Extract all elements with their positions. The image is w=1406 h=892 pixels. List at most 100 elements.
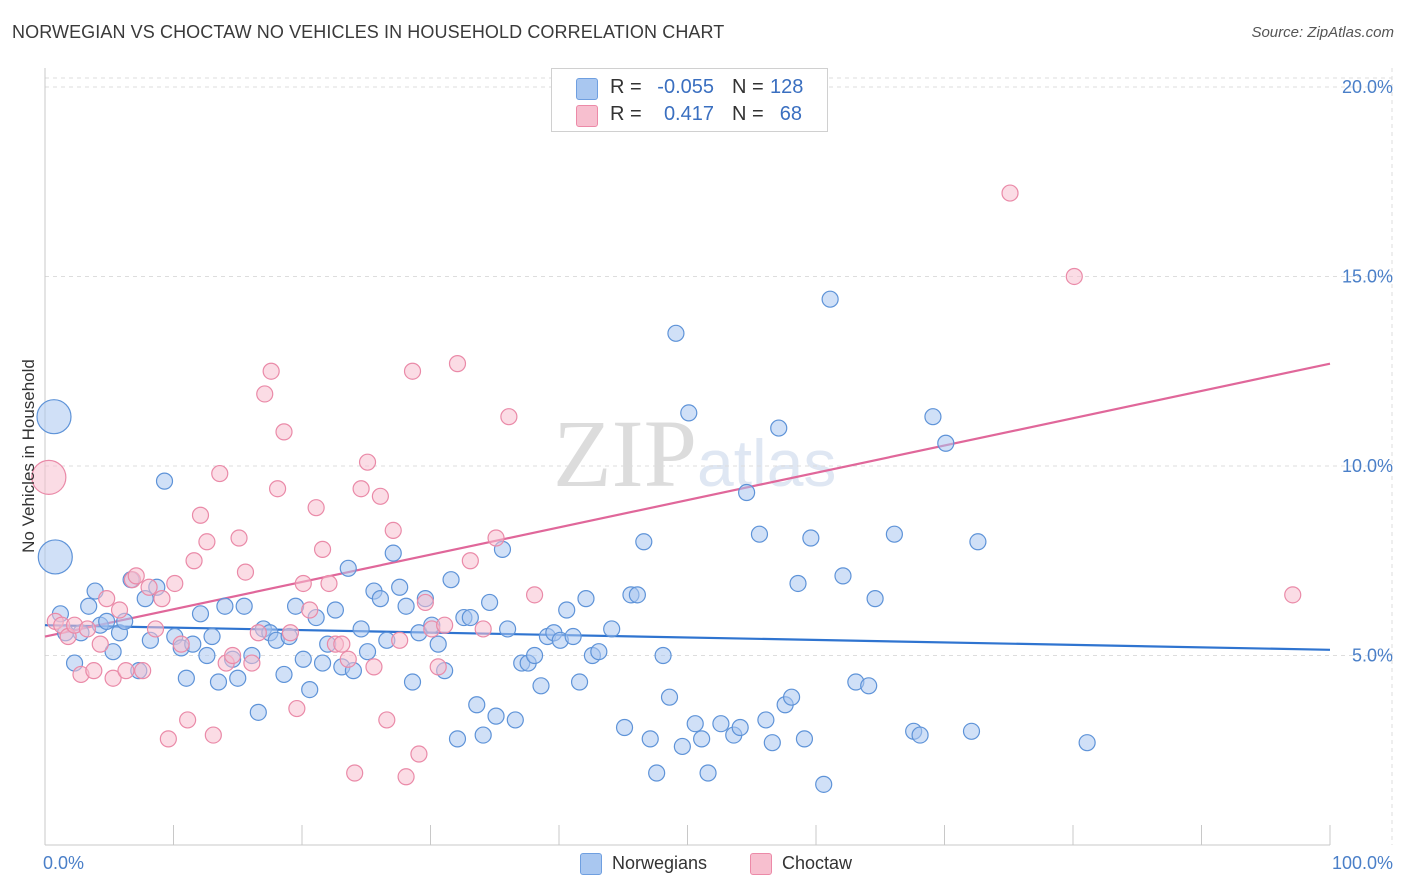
norwegians-point bbox=[962, 722, 981, 740]
norwegians-point bbox=[628, 586, 646, 604]
choctaw-point bbox=[262, 362, 280, 380]
legend-item-norwegians[interactable]: Norwegians bbox=[580, 852, 730, 876]
choctaw-point bbox=[249, 624, 267, 642]
choctaw-point bbox=[410, 745, 428, 763]
choctaw-point bbox=[281, 624, 300, 642]
choctaw-point bbox=[397, 768, 415, 786]
norwegians-point bbox=[937, 434, 955, 452]
choctaw-point bbox=[243, 654, 261, 672]
choctaw-point bbox=[384, 521, 402, 540]
r-value: -0.055 bbox=[657, 76, 714, 98]
choctaw-point bbox=[346, 764, 364, 782]
choctaw-point bbox=[224, 646, 242, 665]
norwegians-point bbox=[203, 627, 221, 646]
norwegians-point bbox=[911, 726, 929, 744]
norwegians-point bbox=[448, 730, 467, 748]
choctaw-point bbox=[403, 362, 422, 380]
norwegians-point bbox=[821, 290, 839, 308]
choctaw-point bbox=[146, 620, 165, 638]
norwegians-point bbox=[699, 764, 717, 782]
norwegians-point bbox=[738, 483, 756, 502]
norwegians-point bbox=[36, 399, 72, 435]
norwegians-point bbox=[294, 650, 312, 668]
norwegians-point bbox=[468, 696, 486, 714]
choctaw-point bbox=[320, 574, 338, 593]
choctaw-point bbox=[288, 699, 306, 718]
choctaw-point bbox=[1001, 184, 1019, 202]
norwegians-point bbox=[371, 590, 389, 608]
norwegians-point bbox=[641, 730, 659, 748]
choctaw-point bbox=[185, 552, 203, 570]
choctaw-point bbox=[307, 499, 325, 517]
norwegians-point bbox=[712, 715, 730, 733]
choctaw-point bbox=[134, 662, 152, 680]
norwegians-point bbox=[924, 408, 942, 426]
choctaw-point bbox=[391, 631, 409, 649]
norwegians-point bbox=[603, 620, 621, 638]
choctaw-point bbox=[91, 635, 109, 653]
norwegians-point bbox=[326, 601, 345, 619]
choctaw-point bbox=[198, 533, 216, 551]
choctaw-point bbox=[1065, 267, 1083, 286]
stats-box: R = -0.055 N = 128 R = 0.417 N = 68 bbox=[551, 68, 828, 132]
choctaw-point bbox=[127, 567, 145, 585]
norwegians-point bbox=[660, 688, 679, 706]
norwegians-point bbox=[209, 673, 228, 691]
choctaw-point bbox=[110, 601, 129, 619]
norwegians-trend-line bbox=[44, 624, 1331, 651]
stats-row-choctaw: R = 0.417 N = 68 bbox=[552, 102, 827, 128]
norwegians-point bbox=[403, 673, 422, 691]
norwegians-swatch bbox=[576, 78, 598, 100]
norwegians-point bbox=[673, 737, 691, 756]
choctaw-point bbox=[474, 620, 492, 638]
norwegians-point bbox=[763, 734, 781, 752]
choctaw-point bbox=[204, 726, 222, 744]
legend-swatch-norwegians bbox=[580, 853, 602, 875]
norwegians-point bbox=[98, 612, 116, 630]
norwegians-point bbox=[286, 597, 305, 615]
watermark-zip: ZIP bbox=[553, 400, 697, 507]
legend-label-choctaw: Choctaw bbox=[782, 853, 853, 873]
choctaw-point bbox=[268, 480, 287, 498]
norwegians-point bbox=[275, 665, 293, 684]
norwegians-point bbox=[686, 715, 704, 733]
norwegians-point bbox=[391, 578, 409, 596]
norwegians-point bbox=[397, 597, 415, 615]
y-tick-label: 10.0% bbox=[1342, 456, 1393, 476]
norwegians-point bbox=[731, 718, 749, 737]
choctaw-point bbox=[339, 650, 357, 668]
legend-label-norwegians: Norwegians bbox=[612, 853, 708, 873]
choctaw-point bbox=[117, 662, 135, 680]
choctaw-point bbox=[371, 487, 389, 505]
norwegians-point bbox=[885, 525, 903, 543]
norwegians-point bbox=[615, 718, 634, 737]
choctaw-point bbox=[179, 711, 197, 729]
norwegians-point bbox=[229, 669, 247, 687]
n-value: 68 bbox=[779, 103, 802, 125]
legend-item-choctaw[interactable]: Choctaw bbox=[750, 852, 880, 876]
choctaw-point bbox=[104, 669, 122, 687]
choctaw-point bbox=[31, 459, 67, 495]
x-tick-label-max: 100.0% bbox=[1332, 853, 1393, 873]
norwegians-point bbox=[487, 707, 505, 725]
norwegians-point bbox=[191, 605, 210, 623]
choctaw-point bbox=[313, 540, 332, 558]
norwegians-point bbox=[969, 533, 987, 551]
norwegians-point bbox=[860, 677, 878, 695]
norwegians-point bbox=[680, 404, 698, 422]
choctaw-point bbox=[301, 601, 319, 619]
watermark-atlas: atlas bbox=[697, 426, 837, 500]
choctaw-point bbox=[358, 453, 377, 471]
norwegians-point bbox=[499, 620, 517, 638]
choctaw-point bbox=[525, 586, 544, 604]
norwegians-point bbox=[235, 597, 253, 615]
norwegians-point bbox=[104, 643, 122, 661]
norwegians-point bbox=[525, 646, 544, 665]
choctaw-point bbox=[487, 529, 505, 547]
n-value: 128 bbox=[770, 76, 804, 98]
norwegians-point bbox=[750, 525, 769, 543]
norwegians-point bbox=[834, 567, 852, 585]
choctaw-point bbox=[166, 574, 184, 593]
norwegians-point bbox=[782, 688, 801, 706]
